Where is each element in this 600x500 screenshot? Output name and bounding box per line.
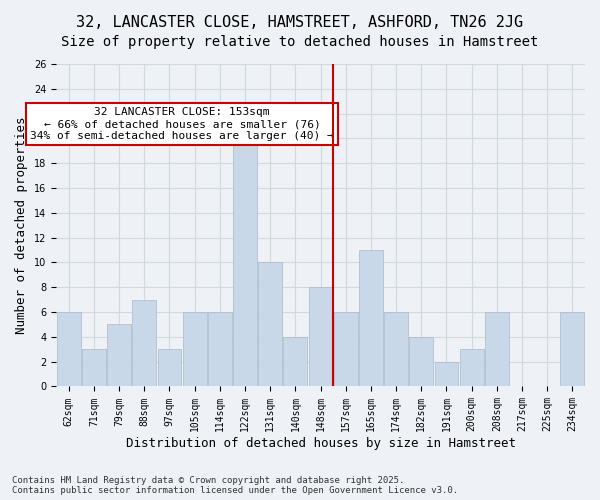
- Bar: [208, 312, 232, 386]
- Bar: [384, 312, 408, 386]
- Bar: [158, 350, 181, 387]
- Bar: [409, 337, 433, 386]
- Bar: [359, 250, 383, 386]
- Bar: [560, 312, 584, 386]
- Text: Contains HM Land Registry data © Crown copyright and database right 2025.
Contai: Contains HM Land Registry data © Crown c…: [12, 476, 458, 495]
- Bar: [334, 312, 358, 386]
- Bar: [485, 312, 509, 386]
- Bar: [183, 312, 206, 386]
- Text: 32 LANCASTER CLOSE: 153sqm
← 66% of detached houses are smaller (76)
34% of semi: 32 LANCASTER CLOSE: 153sqm ← 66% of deta…: [30, 108, 334, 140]
- Bar: [460, 350, 484, 387]
- Text: Size of property relative to detached houses in Hamstreet: Size of property relative to detached ho…: [61, 35, 539, 49]
- Y-axis label: Number of detached properties: Number of detached properties: [16, 116, 28, 334]
- Bar: [57, 312, 81, 386]
- Bar: [233, 126, 257, 386]
- Bar: [308, 287, 332, 386]
- Text: 32, LANCASTER CLOSE, HAMSTREET, ASHFORD, TN26 2JG: 32, LANCASTER CLOSE, HAMSTREET, ASHFORD,…: [76, 15, 524, 30]
- Bar: [434, 362, 458, 386]
- Bar: [107, 324, 131, 386]
- X-axis label: Distribution of detached houses by size in Hamstreet: Distribution of detached houses by size …: [125, 437, 515, 450]
- Bar: [283, 337, 307, 386]
- Bar: [258, 262, 282, 386]
- Bar: [82, 350, 106, 387]
- Bar: [133, 300, 156, 386]
